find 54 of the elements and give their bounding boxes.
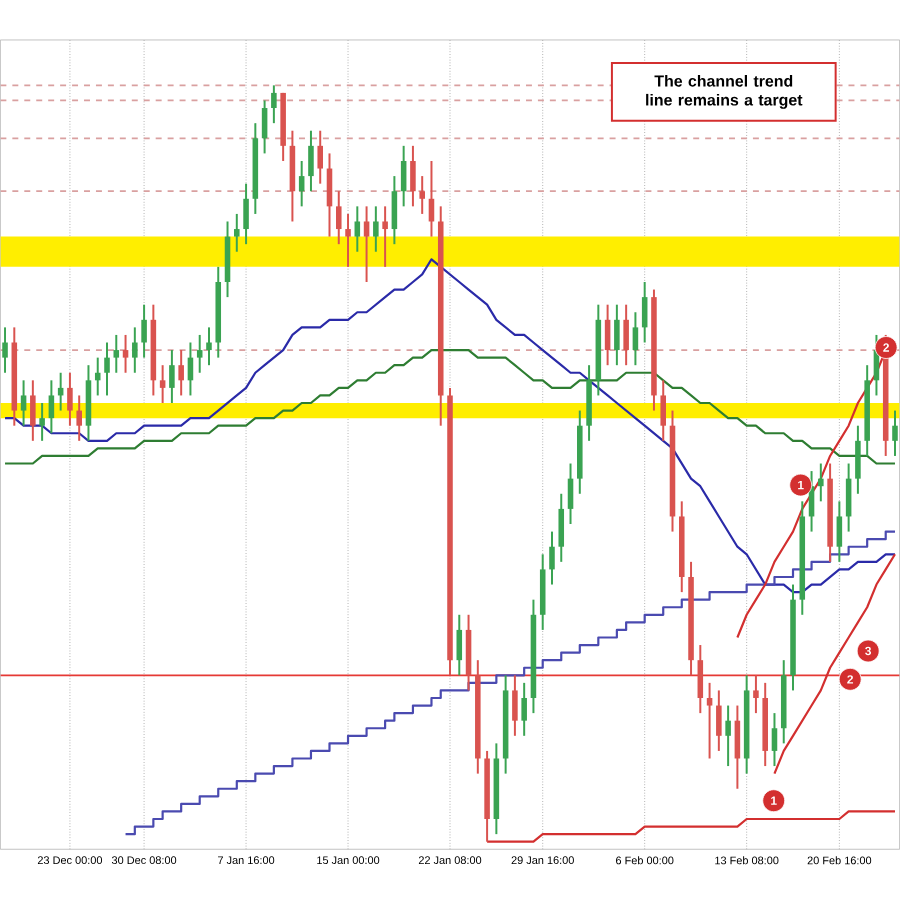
candlestick bbox=[159, 364, 166, 405]
candlestick bbox=[20, 379, 27, 428]
candlestick bbox=[549, 530, 555, 586]
candlestick bbox=[614, 304, 620, 367]
candlestick bbox=[234, 213, 240, 254]
candlestick bbox=[317, 130, 324, 186]
candlestick bbox=[169, 349, 175, 405]
candlestick bbox=[771, 712, 778, 768]
candlestick bbox=[391, 175, 398, 246]
candlestick bbox=[354, 205, 361, 254]
candlestick bbox=[76, 394, 82, 443]
candlestick bbox=[335, 190, 342, 246]
candlestick bbox=[141, 304, 147, 359]
candlestick bbox=[373, 205, 379, 254]
candlestick bbox=[132, 326, 138, 375]
candlestick bbox=[521, 682, 527, 738]
candlestick bbox=[725, 704, 731, 768]
candlestick bbox=[623, 304, 629, 367]
candlestick bbox=[632, 311, 639, 367]
candlestick bbox=[243, 183, 249, 246]
candlestick bbox=[836, 500, 843, 564]
candlestick bbox=[855, 425, 861, 496]
candlestick bbox=[382, 205, 388, 269]
candlestick bbox=[558, 493, 565, 564]
candlestick bbox=[512, 674, 518, 738]
candlestick bbox=[892, 409, 898, 458]
candlestick bbox=[196, 334, 203, 375]
candlestick bbox=[48, 379, 55, 435]
candlestick bbox=[308, 130, 314, 193]
candlestick bbox=[456, 614, 463, 677]
candlestick bbox=[178, 349, 184, 397]
candlestick bbox=[410, 145, 416, 208]
candlestick bbox=[345, 213, 351, 269]
candlestick bbox=[363, 205, 370, 284]
candlestick bbox=[660, 379, 667, 443]
candlestick bbox=[818, 462, 824, 503]
candlestick bbox=[271, 84, 277, 125]
candlestick bbox=[85, 364, 92, 443]
candlestick bbox=[67, 372, 73, 428]
candlestick bbox=[586, 364, 592, 443]
candlestick bbox=[113, 334, 120, 375]
candlestick bbox=[697, 644, 704, 715]
candlestick bbox=[30, 379, 36, 443]
candlestick bbox=[122, 334, 129, 375]
candlestick bbox=[706, 682, 713, 760]
candlestick bbox=[753, 674, 759, 715]
candlestick bbox=[539, 553, 546, 632]
candlestick bbox=[2, 326, 8, 375]
candlestick bbox=[104, 341, 110, 397]
candlestick bbox=[419, 175, 425, 216]
candlestick bbox=[39, 402, 45, 443]
candlestick bbox=[716, 689, 722, 753]
candlestick bbox=[206, 326, 212, 367]
candlestick bbox=[94, 357, 101, 397]
